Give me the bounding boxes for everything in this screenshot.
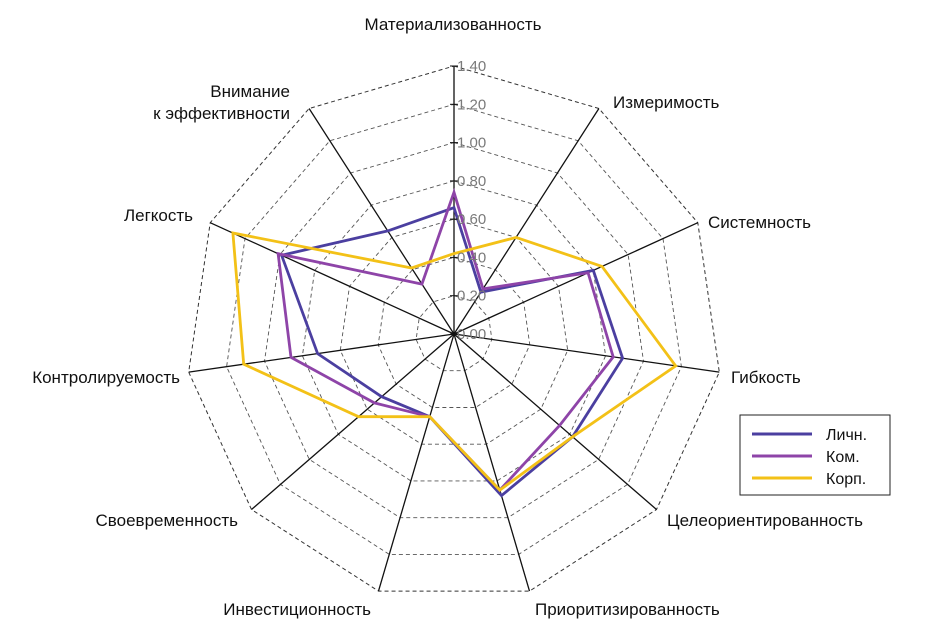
legend-label-1: Ком. — [826, 449, 860, 466]
axis-spoke-6 — [377, 333, 455, 592]
axis-label-10: Внимание — [210, 82, 290, 101]
grid-ring-5 — [264, 142, 644, 519]
axis-label-10: к эффективности — [153, 104, 290, 123]
axis-label-1: Измеримость — [613, 93, 720, 112]
axis-spoke-2 — [453, 222, 699, 335]
tick-label: 0.40 — [457, 249, 486, 266]
axis-label-2: Системность — [708, 213, 811, 232]
axis-labels: Материализованность Измеримость Системност… — [32, 15, 863, 619]
axis-spoke-4 — [453, 333, 657, 510]
axis-spoke-8 — [188, 333, 455, 373]
tick-label: 0.80 — [457, 173, 486, 190]
tick-label: 0.60 — [457, 211, 486, 228]
legend-label-2: Корп. — [826, 471, 866, 488]
tick-label: 0.20 — [457, 288, 486, 305]
tick-label: 1.40 — [457, 58, 486, 75]
axis-label-8: Контролируемость — [32, 368, 180, 387]
radial-tick-labels: 0.00 0.20 0.40 0.60 0.80 1.00 1.20 1.40 — [450, 58, 486, 343]
legend-label-0: Личн. — [826, 427, 867, 444]
axis-label-5: Приоритизированность — [535, 600, 720, 619]
grid-ring-7 — [188, 65, 720, 592]
axis-label-3: Гибкость — [731, 368, 801, 387]
grid-ring-6 — [226, 103, 682, 555]
axis-spoke-1 — [453, 108, 600, 335]
tick-label: 0.00 — [457, 326, 486, 343]
radar-series — [231, 187, 678, 498]
axis-label-6: Инвестиционность — [223, 600, 371, 619]
axis-label-0: Материализованность — [364, 15, 541, 34]
axis-label-7: Своевременность — [96, 511, 239, 530]
radar-grid — [188, 65, 720, 592]
axis-label-9: Легкость — [124, 206, 193, 225]
axis-spoke-7 — [251, 333, 455, 510]
grid-ring-2 — [377, 256, 531, 408]
axis-spoke-10 — [308, 108, 455, 335]
radar-axes — [188, 66, 720, 592]
tick-label: 1.00 — [457, 135, 486, 152]
axis-label-4: Целеориентированность — [667, 511, 863, 530]
grid-ring-1 — [415, 295, 493, 372]
axis-spoke-5 — [453, 333, 531, 592]
legend: Личн. Ком. Корп. — [739, 414, 891, 496]
series-line-2 — [231, 231, 678, 492]
axis-spoke-9 — [209, 222, 455, 335]
tick-label: 1.20 — [457, 96, 486, 113]
